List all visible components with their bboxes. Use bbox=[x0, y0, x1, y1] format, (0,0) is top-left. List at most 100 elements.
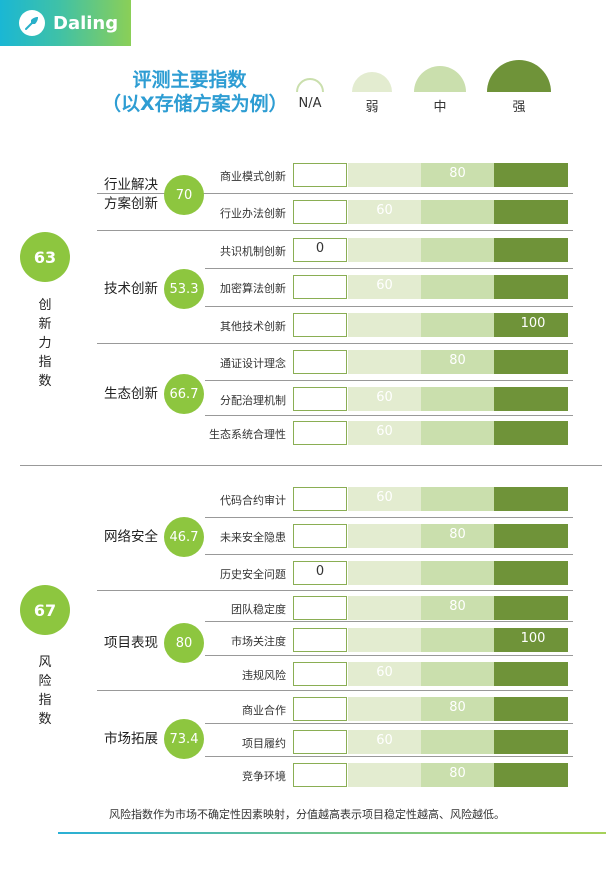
cell-mid bbox=[421, 313, 494, 337]
cell-strong bbox=[494, 524, 568, 548]
cell-weak bbox=[348, 238, 421, 262]
cell-mid bbox=[421, 238, 494, 262]
item-value: 60 bbox=[376, 203, 393, 218]
item-name: 商业模式创新 bbox=[220, 170, 286, 183]
item-name: 共识机制创新 bbox=[220, 245, 286, 258]
cell-weak bbox=[348, 596, 421, 620]
cell-strong bbox=[494, 200, 568, 224]
item-value: 80 bbox=[449, 527, 466, 542]
title-line-1: 评测主要指数 bbox=[132, 69, 247, 91]
category-name: 生态创新 bbox=[104, 385, 158, 404]
item-value: 100 bbox=[520, 631, 546, 646]
category-score-circle: 53.3 bbox=[164, 269, 204, 309]
cell-weak bbox=[348, 313, 421, 337]
category-name: 行业解决 方案创新 bbox=[104, 176, 158, 214]
item-name: 市场关注度 bbox=[231, 635, 286, 648]
separator-line bbox=[97, 343, 573, 344]
cell-weak bbox=[348, 487, 421, 511]
category-score-circle: 80 bbox=[164, 623, 204, 663]
separator-line bbox=[205, 380, 573, 381]
separator-line bbox=[205, 554, 573, 555]
bottom-divider bbox=[58, 832, 606, 834]
category-name-line: 技术创新 bbox=[104, 280, 158, 297]
item-value: 0 bbox=[315, 241, 325, 256]
separator-line bbox=[20, 465, 602, 466]
cell-mid bbox=[421, 387, 494, 411]
category-score-circle: 46.7 bbox=[164, 517, 204, 557]
cell-na bbox=[293, 628, 347, 652]
cell-mid bbox=[421, 200, 494, 224]
group-score-circle: 63 bbox=[20, 232, 70, 282]
item-name: 生态系统合理性 bbox=[209, 428, 286, 441]
category-score-circle: 70 bbox=[164, 175, 204, 215]
item-name: 团队稳定度 bbox=[231, 603, 286, 616]
item-value: 0 bbox=[315, 564, 325, 579]
separator-line bbox=[97, 193, 573, 194]
title-line-2: （以X存储方案为例） bbox=[102, 93, 288, 115]
item-value: 80 bbox=[449, 766, 466, 781]
cell-na bbox=[293, 275, 347, 299]
item-value: 80 bbox=[449, 353, 466, 368]
cell-strong bbox=[494, 238, 568, 262]
cell-strong bbox=[494, 596, 568, 620]
group-name-label: 风险指数 bbox=[38, 655, 52, 727]
item-name: 加密算法创新 bbox=[220, 282, 286, 295]
cell-strong bbox=[494, 662, 568, 686]
separator-line bbox=[205, 268, 573, 269]
rocket-icon bbox=[19, 10, 45, 36]
cell-na bbox=[293, 313, 347, 337]
item-name: 违规风险 bbox=[242, 669, 286, 682]
legend-label-mid: 中 bbox=[433, 100, 447, 115]
cell-mid bbox=[421, 628, 494, 652]
cell-strong bbox=[494, 763, 568, 787]
item-name: 分配治理机制 bbox=[220, 394, 286, 407]
legend-label-weak: 弱 bbox=[365, 100, 379, 115]
cell-na bbox=[293, 697, 347, 721]
cell-weak bbox=[348, 662, 421, 686]
item-name: 竞争环境 bbox=[242, 770, 286, 783]
category-name-line: 网络安全 bbox=[104, 528, 158, 545]
cell-weak bbox=[348, 350, 421, 374]
group-score-circle: 67 bbox=[20, 585, 70, 635]
category-name: 技术创新 bbox=[104, 280, 158, 299]
category-name-line: 项目表现 bbox=[104, 634, 158, 651]
item-value: 60 bbox=[376, 490, 393, 505]
legend-na-icon bbox=[296, 78, 324, 93]
category-score-circle: 73.4 bbox=[164, 719, 204, 759]
category-name-line: 方案创新 bbox=[104, 196, 158, 212]
separator-line bbox=[205, 621, 573, 622]
cell-mid bbox=[421, 561, 494, 585]
cell-mid bbox=[421, 524, 494, 548]
category-name: 网络安全 bbox=[104, 528, 158, 547]
separator-line bbox=[205, 655, 573, 656]
cell-strong bbox=[494, 561, 568, 585]
cell-na bbox=[293, 596, 347, 620]
cell-mid bbox=[421, 275, 494, 299]
item-name: 代码合约审计 bbox=[220, 494, 286, 507]
cell-weak bbox=[348, 697, 421, 721]
cell-strong bbox=[494, 350, 568, 374]
separator-line bbox=[97, 690, 573, 691]
footnote: 风险指数作为市场不确定性因素映射，分值越高表示项目稳定性越高、风险越低。 bbox=[109, 808, 505, 821]
legend-mid-icon bbox=[414, 66, 466, 92]
item-value: 60 bbox=[376, 390, 393, 405]
cell-strong bbox=[494, 387, 568, 411]
cell-na bbox=[293, 524, 347, 548]
item-name: 通证设计理念 bbox=[220, 357, 286, 370]
category-name-line: 生态创新 bbox=[104, 385, 158, 402]
cell-mid bbox=[421, 487, 494, 511]
cell-strong bbox=[494, 275, 568, 299]
item-value: 80 bbox=[449, 166, 466, 181]
item-name: 项目履约 bbox=[242, 737, 286, 750]
category-score-circle: 66.7 bbox=[164, 374, 204, 414]
separator-line bbox=[205, 517, 573, 518]
cell-weak bbox=[348, 200, 421, 224]
cell-mid bbox=[421, 596, 494, 620]
cell-mid bbox=[421, 163, 494, 187]
group-name-label: 创新力指数 bbox=[38, 298, 52, 389]
item-name: 其他技术创新 bbox=[220, 320, 286, 333]
cell-strong bbox=[494, 487, 568, 511]
cell-na bbox=[293, 763, 347, 787]
item-value: 60 bbox=[376, 665, 393, 680]
cell-na bbox=[293, 350, 347, 374]
